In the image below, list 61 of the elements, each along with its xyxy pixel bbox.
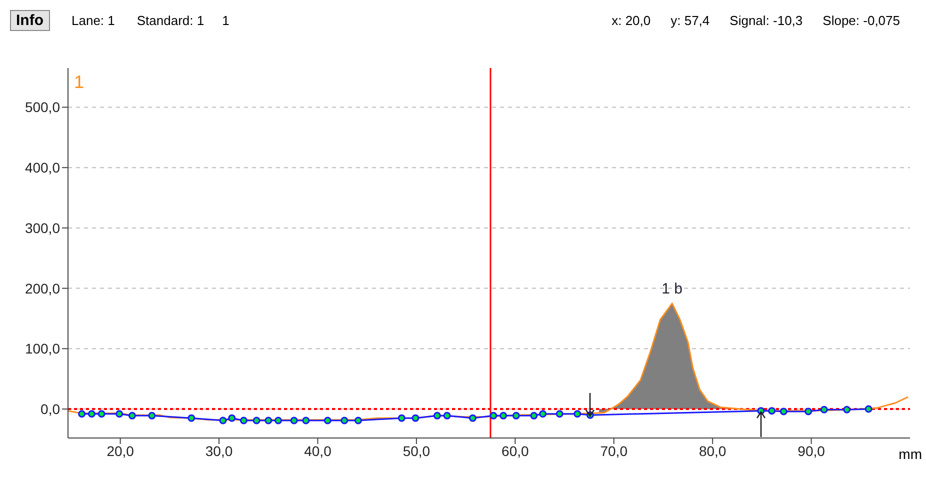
point — [556, 410, 564, 418]
text: Signal: -10,3 — [730, 12, 803, 28]
annotation: 1 — [74, 72, 84, 93]
x-tick-label: 70,0 — [600, 442, 628, 459]
y-tick-label: 0,0 — [40, 401, 60, 417]
x-tick-label: 40,0 — [304, 442, 332, 459]
point — [240, 416, 248, 424]
y-tick-label: 300,0 — [24, 220, 60, 236]
x-tick-label: 50,0 — [402, 442, 430, 459]
x-tick-label: 20,0 — [106, 442, 134, 459]
text: x: 20,0 — [612, 12, 651, 28]
point — [530, 412, 538, 420]
point — [512, 412, 520, 420]
point — [116, 410, 124, 418]
x-tick-label: 80,0 — [698, 442, 726, 459]
point — [490, 412, 498, 420]
point — [768, 407, 776, 415]
text: Slope: -0,075 — [822, 12, 900, 28]
point — [398, 414, 406, 422]
point — [804, 408, 812, 416]
y-tick-label: 500,0 — [24, 99, 60, 116]
point — [864, 405, 872, 413]
point — [290, 416, 298, 424]
point — [264, 416, 272, 424]
point — [98, 410, 106, 418]
y-tick-label: 100,0 — [24, 340, 60, 357]
point — [354, 416, 362, 424]
text: Info — [10, 10, 50, 30]
x-axis-title: mm — [898, 446, 922, 462]
y-tick-label: 200,0 — [24, 280, 60, 296]
point — [274, 416, 282, 424]
point — [412, 414, 420, 422]
point — [780, 408, 788, 416]
point — [340, 416, 348, 424]
text: Standard: 1 — [136, 12, 204, 28]
point — [539, 410, 547, 418]
point — [188, 414, 196, 422]
point — [433, 412, 441, 420]
point — [302, 416, 310, 424]
annotation: 1 b — [662, 280, 683, 298]
x-tick-label: 90,0 — [798, 442, 826, 459]
point — [148, 412, 156, 420]
x-tick-label: 30,0 — [205, 442, 233, 459]
point — [324, 416, 332, 424]
point — [252, 416, 260, 424]
point — [88, 410, 96, 418]
point — [78, 410, 86, 418]
text: 1 — [222, 12, 230, 28]
point — [443, 412, 451, 420]
x-tick-label: 60,0 — [502, 442, 529, 459]
text: Lane: 1 — [72, 12, 115, 28]
text: y: 57,4 — [670, 12, 710, 28]
point — [228, 414, 236, 422]
y-tick-label: 400,0 — [24, 160, 60, 176]
point — [128, 412, 136, 420]
point — [574, 410, 582, 418]
point — [843, 406, 851, 414]
point — [820, 406, 828, 414]
point — [500, 412, 508, 420]
point — [468, 414, 476, 422]
point — [219, 416, 227, 424]
